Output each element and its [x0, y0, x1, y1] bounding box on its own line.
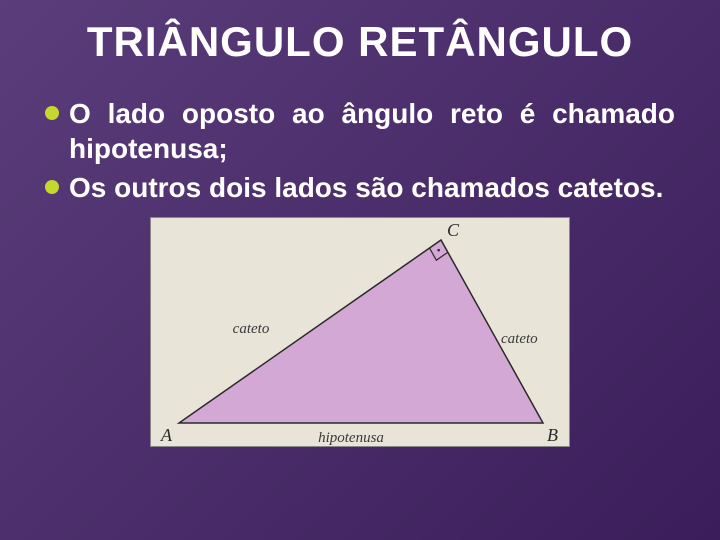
triangle-diagram: A B C cateto cateto hipotenusa	[150, 217, 570, 447]
list-item: Os outros dois lados são chamados cateto…	[45, 170, 675, 205]
diagram-container: A B C cateto cateto hipotenusa	[45, 217, 675, 447]
side-left-label: cateto	[233, 321, 270, 337]
list-item: O lado oposto ao ângulo reto é chamado h…	[45, 96, 675, 166]
bullet-icon	[45, 106, 59, 120]
vertex-c-label: C	[447, 220, 460, 240]
side-right-label: cateto	[501, 331, 538, 347]
right-angle-dot-icon	[437, 249, 440, 252]
bullet-text: O lado oposto ao ângulo reto é chamado h…	[69, 96, 675, 166]
page-title: TRIÂNGULO RETÂNGULO	[0, 0, 720, 66]
bullet-text: Os outros dois lados são chamados cateto…	[69, 170, 675, 205]
bullet-icon	[45, 180, 59, 194]
vertex-b-label: B	[547, 425, 558, 445]
content-area: O lado oposto ao ângulo reto é chamado h…	[0, 66, 720, 447]
side-bottom-label: hipotenusa	[318, 430, 384, 446]
vertex-a-label: A	[160, 425, 173, 445]
